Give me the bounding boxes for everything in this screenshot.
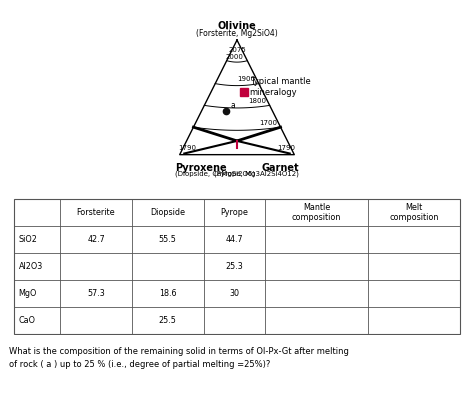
Text: (Pyrope, Mg3Al2Si4O12): (Pyrope, Mg3Al2Si4O12) [214, 171, 299, 177]
Text: 55.5: 55.5 [159, 235, 177, 244]
Text: 42.7: 42.7 [87, 235, 105, 244]
Text: Al2O3: Al2O3 [18, 262, 43, 271]
Text: Garnet: Garnet [261, 163, 299, 173]
Text: 25.3: 25.3 [226, 262, 243, 271]
Text: Diopside: Diopside [150, 208, 185, 217]
Text: Pyroxene: Pyroxene [175, 163, 227, 173]
Text: 1700: 1700 [259, 120, 277, 126]
Text: 57.3: 57.3 [87, 289, 105, 298]
Text: (Diopside, CaMgSi2O6): (Diopside, CaMgSi2O6) [175, 171, 255, 177]
Text: a: a [230, 101, 235, 110]
Text: What is the composition of the remaining solid in terms of Ol-Px-Gt after meltin: What is the composition of the remaining… [9, 347, 349, 369]
Text: 1800: 1800 [248, 98, 266, 104]
Text: 1900: 1900 [237, 76, 255, 82]
Text: 2075: 2075 [228, 47, 246, 53]
Text: 30: 30 [229, 289, 239, 298]
Text: MgO: MgO [18, 289, 37, 298]
Text: 1790: 1790 [179, 145, 197, 151]
Text: CaO: CaO [18, 316, 36, 325]
Text: 25.5: 25.5 [159, 316, 177, 325]
Text: 18.6: 18.6 [159, 289, 176, 298]
Text: 44.7: 44.7 [226, 235, 243, 244]
Text: Typical mantle
mineralogy: Typical mantle mineralogy [250, 77, 310, 97]
Text: Pyrope: Pyrope [220, 208, 248, 217]
Text: SiO2: SiO2 [18, 235, 37, 244]
Text: (Forsterite, Mg2SiO4): (Forsterite, Mg2SiO4) [196, 29, 278, 38]
Text: 2000: 2000 [226, 54, 244, 60]
Text: Mantle
composition: Mantle composition [292, 203, 341, 222]
Text: 1790: 1790 [277, 145, 295, 151]
Text: Olivine: Olivine [218, 21, 256, 31]
Text: Melt
composition: Melt composition [389, 203, 438, 222]
Text: Forsterite: Forsterite [77, 208, 115, 217]
